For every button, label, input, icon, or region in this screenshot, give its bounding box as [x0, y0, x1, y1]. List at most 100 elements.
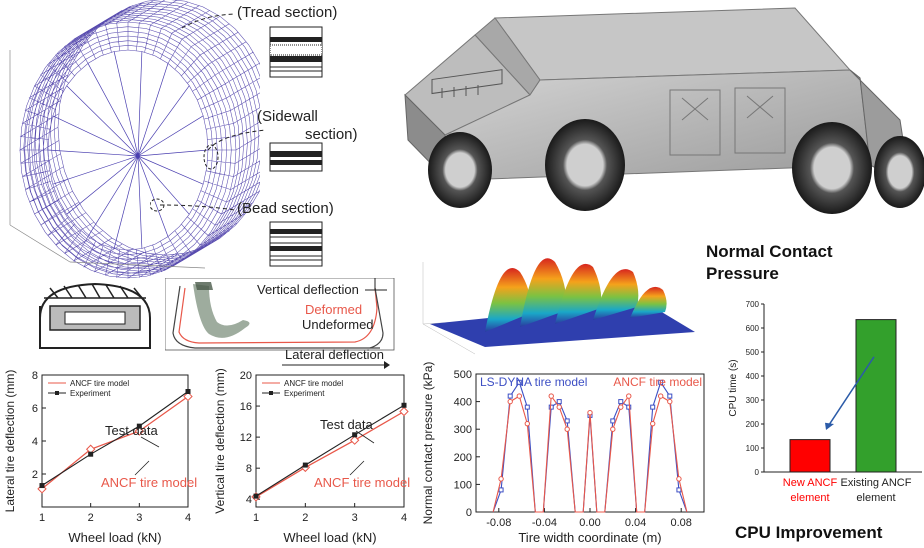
data-point-ancf [548, 393, 554, 399]
data-point-lsdyna [556, 399, 562, 405]
y-tick-label: 600 [746, 324, 760, 333]
data-point-ancf [618, 404, 624, 410]
data-point-ancf [349, 435, 360, 445]
y-tick-label: 700 [746, 300, 760, 309]
annotation-test-data: Test data [105, 423, 159, 438]
x-tick-label: -0.04 [532, 517, 557, 529]
data-point-ancf [134, 426, 145, 436]
y-tick-label: 16 [240, 401, 252, 413]
data-point-experiment [352, 432, 358, 438]
x-tick-label: 3 [352, 512, 358, 524]
legend-label-experiment: Experiment [284, 389, 325, 398]
series-line-experiment [41, 391, 189, 486]
vehicle-tire [874, 136, 924, 208]
contact-pressure-surface [422, 258, 695, 355]
data-point-ancf [610, 426, 616, 432]
tread-section-label: (Tread section) [237, 4, 338, 21]
vehicle-tire [545, 119, 625, 211]
bead-section-icon [269, 221, 323, 267]
bar-new-ancf [789, 439, 831, 473]
legend-label-lsdyna: LS-DYNA tire model [480, 375, 587, 389]
y-tick-label: 100 [746, 444, 760, 453]
annotation-test-data: Test data [320, 417, 374, 432]
data-point-ancf [676, 476, 682, 482]
lateral-arrow [282, 361, 390, 369]
data-point-ancf [516, 393, 523, 399]
lateral-deflection-chart: 1 2 3 4 2 4 6 8 Wheel load (kN) Lateral tire defl… [3, 370, 197, 545]
category-label: element [856, 492, 895, 504]
data-point-ancf [667, 398, 673, 405]
data-point-ancf [498, 476, 504, 482]
x-tick-label: 0.08 [670, 517, 691, 529]
x-tick-label: 2 [302, 512, 308, 524]
contact-pressure-chart: -0.08 -0.04 0.00 0.04 0.08 0 100 200 300 400 500 Ti… [421, 362, 705, 545]
vehicle-model [404, 7, 924, 214]
annotation-ancf: ANCF tire model [101, 475, 197, 490]
data-point-lsdyna [610, 418, 616, 424]
improvement-arrow [827, 356, 875, 427]
legend-label-experiment: Experiment [70, 389, 111, 398]
annotation-leader-ancf [134, 460, 150, 476]
data-point-experiment [136, 423, 142, 429]
y-tick-label: 2 [32, 469, 38, 481]
x-tick-label: 4 [185, 512, 191, 524]
data-point-ancf [626, 393, 632, 399]
tread-section-icon [269, 26, 323, 78]
y-tick-label: 4 [32, 436, 38, 448]
legend-marker-experiment [269, 391, 273, 395]
data-point-ancf [524, 420, 531, 427]
legend-label-ancf: ANCF tire model [284, 379, 343, 388]
data-point-ancf [399, 406, 409, 417]
x-tick-label: 0.04 [625, 517, 646, 529]
data-point-experiment [253, 493, 259, 499]
data-point-lsdyna [650, 404, 656, 410]
data-point-lsdyna [667, 393, 673, 399]
plot-frame [255, 374, 405, 508]
y-tick-label: 200 [454, 452, 472, 464]
data-point-lsdyna [507, 393, 513, 399]
y-axis-label: Vertical tire deflection (mm) [213, 368, 227, 513]
y-axis-label: Normal contact pressure (kPa) [421, 362, 435, 524]
legend-label-ancf: ANCF tire model [70, 379, 129, 388]
y-tick-label: 400 [454, 397, 472, 409]
x-tick-label: 1 [39, 512, 45, 524]
annotation-ancf: ANCF tire model [314, 475, 410, 490]
data-point-lsdyna [658, 379, 664, 385]
bead-section-label: (Bead section) [237, 200, 334, 217]
undeformed-label: Undeformed [302, 317, 374, 332]
y-tick-label: 0 [755, 468, 760, 477]
pressure-title-line1: Normal Contact [706, 242, 833, 261]
data-point-lsdyna [564, 418, 570, 424]
section-callouts-graphic [150, 13, 323, 267]
vehicle-tire [428, 132, 492, 208]
cpu-time-chart: 0 100 200 300 400 500 600 700 CPU time (s) New AN… [728, 300, 922, 504]
deformed-label: Deformed [305, 302, 363, 317]
y-axis-label: Lateral tire deflection (mm) [3, 370, 17, 513]
data-point-experiment [39, 483, 45, 489]
y-tick-label: 6 [32, 403, 38, 415]
data-point-ancf [507, 398, 513, 405]
improvement-arrowhead [825, 422, 834, 430]
data-point-lsdyna [548, 404, 554, 410]
data-point-ancf [183, 391, 193, 402]
vehicle-tire [792, 122, 872, 214]
mesh-axes [9, 50, 206, 269]
data-point-experiment [401, 402, 407, 408]
tire-mesh-figure [9, 0, 260, 279]
data-point-lsdyna [516, 379, 522, 385]
data-point-ancf [556, 404, 562, 410]
category-label: Existing ANCF [841, 477, 912, 489]
y-tick-label: 12 [240, 432, 252, 444]
data-point-lsdyna [524, 404, 530, 410]
data-point-lsdyna [626, 404, 632, 410]
tire-mesh [19, 0, 260, 279]
x-tick-label: 1 [253, 512, 259, 524]
y-tick-label: 500 [454, 369, 472, 381]
y-tick-label: 500 [746, 348, 760, 357]
sidewall-section-label-2: section) [305, 126, 358, 143]
x-tick-label: 2 [88, 512, 94, 524]
bar-existing-ancf [855, 319, 897, 473]
y-tick-label: 8 [32, 370, 38, 382]
y-tick-label: 300 [454, 424, 472, 436]
annotation-leader-ancf [349, 460, 365, 476]
